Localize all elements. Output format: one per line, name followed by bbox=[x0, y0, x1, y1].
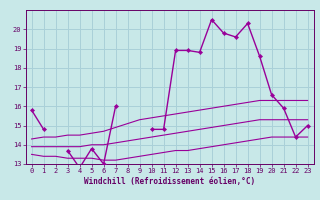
X-axis label: Windchill (Refroidissement éolien,°C): Windchill (Refroidissement éolien,°C) bbox=[84, 177, 255, 186]
